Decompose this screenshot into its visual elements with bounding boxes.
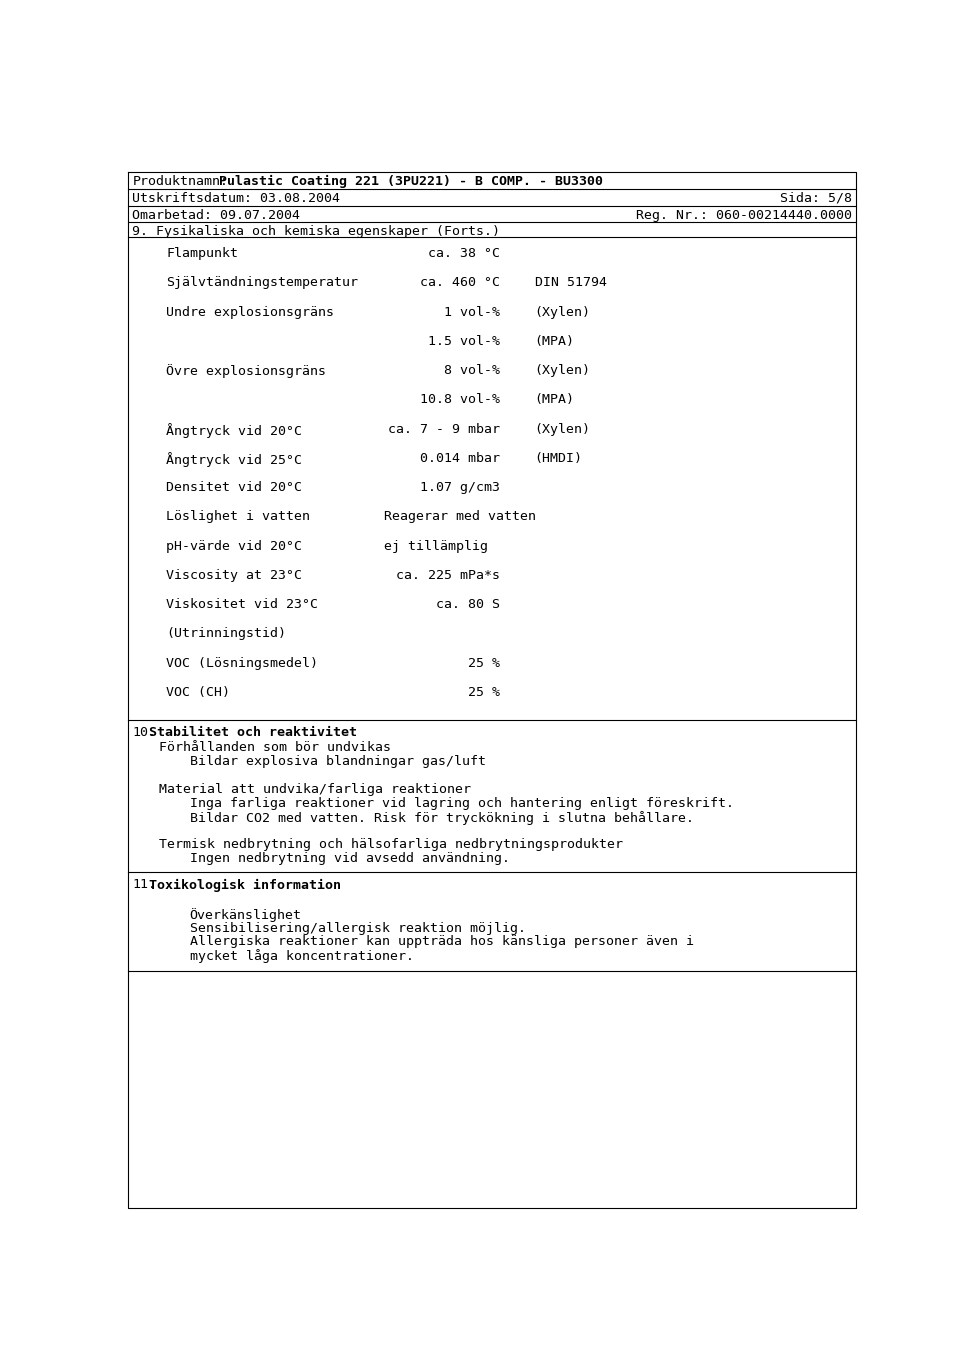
- Text: Termisk nedbrytning och hälsofarliga nedbrytningsprodukter: Termisk nedbrytning och hälsofarliga ned…: [158, 839, 623, 851]
- Text: Ångtryck vid 20°C: Ångtryck vid 20°C: [166, 422, 302, 437]
- Text: Pulastic Coating 221 (3PU221) - B COMP. - BU3300: Pulastic Coating 221 (3PU221) - B COMP. …: [219, 175, 603, 187]
- Text: Reg. Nr.: 060-00214440.0000: Reg. Nr.: 060-00214440.0000: [636, 209, 852, 221]
- Text: (MPA): (MPA): [535, 335, 575, 348]
- Text: 25 %: 25 %: [468, 657, 500, 669]
- Text: Överkänslighet: Överkänslighet: [190, 908, 301, 922]
- Text: ca. 460 °C: ca. 460 °C: [420, 276, 500, 290]
- Text: Allergiska reaktioner kan uppträda hos känsliga personer även i: Allergiska reaktioner kan uppträda hos k…: [190, 936, 694, 948]
- Text: 11.: 11.: [132, 878, 156, 892]
- Text: ca. 225 mPa*s: ca. 225 mPa*s: [396, 570, 500, 582]
- Text: (Xylen): (Xylen): [535, 422, 590, 436]
- Text: Reagerar med vatten: Reagerar med vatten: [383, 511, 536, 523]
- Text: Undre explosionsgräns: Undre explosionsgräns: [166, 306, 334, 318]
- Text: 8 vol-%: 8 vol-%: [444, 365, 500, 377]
- Text: Densitet vid 20°C: Densitet vid 20°C: [166, 481, 302, 494]
- Text: ca. 38 °C: ca. 38 °C: [428, 247, 500, 260]
- Text: 0.014 mbar: 0.014 mbar: [420, 452, 500, 464]
- Text: Bildar CO2 med vatten. Risk för tryckökning i slutna behållare.: Bildar CO2 med vatten. Risk för tryckökn…: [190, 810, 694, 825]
- Text: Produktnamn:: Produktnamn:: [132, 175, 228, 187]
- Text: VOC (CH): VOC (CH): [166, 686, 230, 699]
- Text: Övre explosionsgräns: Övre explosionsgräns: [166, 365, 326, 378]
- Text: 25 %: 25 %: [468, 686, 500, 699]
- Text: Flampunkt: Flampunkt: [166, 247, 238, 260]
- Text: Utskriftsdatum: 03.08.2004: Utskriftsdatum: 03.08.2004: [132, 191, 341, 205]
- Text: 1.07 g/cm3: 1.07 g/cm3: [420, 481, 500, 494]
- Text: (HMDI): (HMDI): [535, 452, 583, 464]
- Text: mycket låga koncentrationer.: mycket låga koncentrationer.: [190, 949, 414, 963]
- Text: VOC (Lösningsmedel): VOC (Lösningsmedel): [166, 657, 319, 669]
- Text: Material att undvika/farliga reaktioner: Material att undvika/farliga reaktioner: [158, 783, 470, 796]
- Text: Löslighet i vatten: Löslighet i vatten: [166, 511, 310, 523]
- Text: Sensibilisering/allergisk reaktion möjlig.: Sensibilisering/allergisk reaktion möjli…: [190, 922, 526, 934]
- Text: 1 vol-%: 1 vol-%: [444, 306, 500, 318]
- Text: (MPA): (MPA): [535, 393, 575, 406]
- Text: 1.5 vol-%: 1.5 vol-%: [428, 335, 500, 348]
- Text: pH-värde vid 20°C: pH-värde vid 20°C: [166, 540, 302, 553]
- Text: Förhållanden som bör undvikas: Förhållanden som bör undvikas: [158, 742, 391, 754]
- Text: (Xylen): (Xylen): [535, 365, 590, 377]
- Text: (Xylen): (Xylen): [535, 306, 590, 318]
- Text: ca. 80 S: ca. 80 S: [436, 598, 500, 611]
- Text: Ingen nedbrytning vid avsedd användning.: Ingen nedbrytning vid avsedd användning.: [190, 852, 510, 865]
- Text: Sida: 5/8: Sida: 5/8: [780, 191, 852, 205]
- Text: ej tillämplig: ej tillämplig: [383, 540, 488, 553]
- Text: Toxikologisk information: Toxikologisk information: [150, 878, 342, 892]
- Text: (Utrinningstid): (Utrinningstid): [166, 627, 286, 641]
- Text: Självtändningstemperatur: Självtändningstemperatur: [166, 276, 358, 290]
- Text: 10.: 10.: [132, 725, 156, 739]
- Text: Stabilitet och reaktivitet: Stabilitet och reaktivitet: [150, 725, 357, 739]
- Text: 9. Fysikaliska och kemiska egenskaper (Forts.): 9. Fysikaliska och kemiska egenskaper (F…: [132, 225, 500, 238]
- Text: DIN 51794: DIN 51794: [535, 276, 607, 290]
- Text: Viskositet vid 23°C: Viskositet vid 23°C: [166, 598, 319, 611]
- Text: Ångtryck vid 25°C: Ångtryck vid 25°C: [166, 452, 302, 467]
- Text: Bildar explosiva blandningar gas/luft: Bildar explosiva blandningar gas/luft: [190, 755, 486, 768]
- Text: Inga farliga reaktioner vid lagring och hantering enligt föreskrift.: Inga farliga reaktioner vid lagring och …: [190, 796, 733, 810]
- Text: ca. 7 - 9 mbar: ca. 7 - 9 mbar: [388, 422, 500, 436]
- Text: Viscosity at 23°C: Viscosity at 23°C: [166, 570, 302, 582]
- Text: 10.8 vol-%: 10.8 vol-%: [420, 393, 500, 406]
- Text: Omarbetad: 09.07.2004: Omarbetad: 09.07.2004: [132, 209, 300, 221]
